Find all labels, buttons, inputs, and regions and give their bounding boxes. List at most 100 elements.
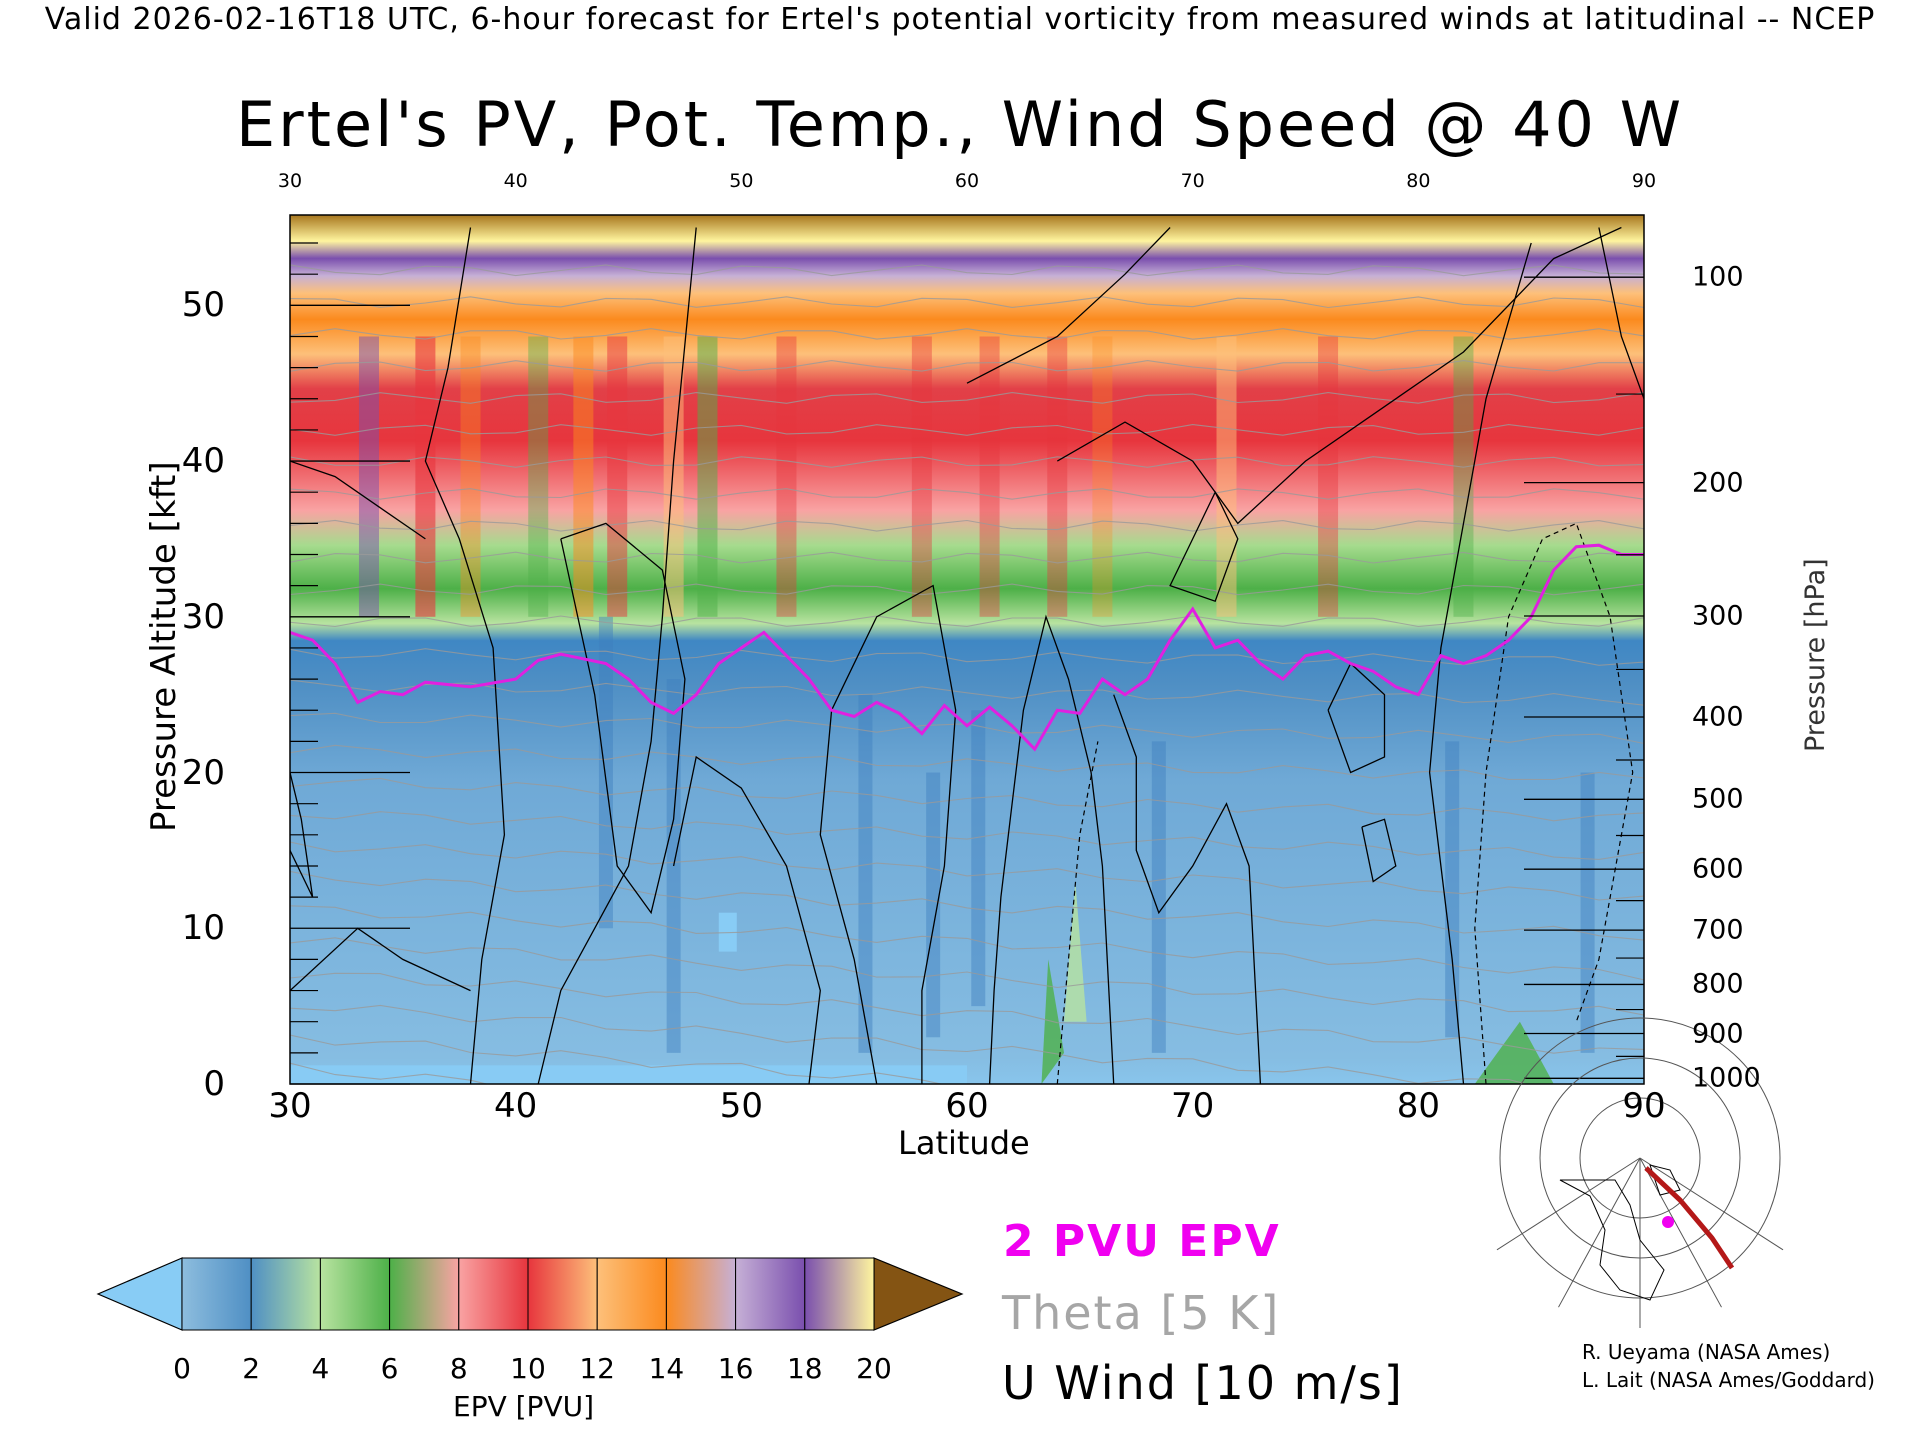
epv-streak-blue [1580, 772, 1595, 1053]
x-tick-label: 80 [1396, 1086, 1440, 1126]
wind-contour [1113, 694, 1262, 1084]
x-tick-label: 50 [719, 1086, 763, 1126]
pressure-tick-label: 1000 [1692, 1062, 1761, 1094]
theta-contour [290, 583, 1644, 596]
wind-contour [1428, 242, 1532, 1084]
wind-contour [966, 227, 1171, 384]
theta-contour [290, 870, 1644, 941]
wind-contour [672, 755, 821, 1084]
epv-streak [1318, 336, 1339, 617]
colorbar-segment [458, 1257, 529, 1331]
epv-streak [1453, 336, 1474, 617]
wind-contour [819, 584, 957, 1084]
colorbar-segment [804, 1257, 875, 1331]
epv-streak [358, 336, 379, 617]
map-meridian [1639, 1157, 1722, 1308]
colorbar-segment [319, 1257, 391, 1331]
wind-contour-negative [1056, 741, 1099, 1084]
epv-streak [1047, 336, 1068, 617]
map-meridian [1558, 1157, 1641, 1308]
y-tick-label: 10 [181, 908, 225, 949]
colorbar-tick-label: 4 [311, 1352, 330, 1385]
y-tick-label: 20 [181, 752, 225, 793]
pressure-tick-label: 100 [1692, 261, 1744, 293]
colorbar-tick-label: 6 [380, 1352, 399, 1385]
colorbar-over-arrow [873, 1257, 964, 1331]
y-axis-label-left: Pressure Altitude [kft] [144, 461, 184, 832]
theta-contour [290, 841, 1644, 901]
top-tick-label: 30 [277, 170, 303, 192]
theta-contour [290, 264, 1644, 277]
colorbar-segment [735, 1257, 806, 1331]
theta-contour [290, 905, 1644, 981]
wind-contours [290, 226, 1644, 1084]
epv-streak-blue [1151, 741, 1166, 1053]
epv-streak-blue [971, 710, 986, 1007]
theta-contour [290, 615, 1644, 628]
wind-contour [1361, 818, 1397, 883]
theta-contour [290, 777, 1644, 822]
y-axis-label-right: Pressure [hPa] [1800, 558, 1831, 752]
wind-contour [988, 614, 1115, 1084]
credits: R. Ueyama (NASA Ames) L. Lait (NASA Ames… [1582, 1340, 1875, 1392]
epv-field [290, 215, 1644, 1084]
theta-contour [290, 648, 1644, 666]
wind-contour [290, 772, 314, 898]
epv-streak [697, 336, 718, 617]
colorbar-tick-label: 8 [449, 1352, 468, 1385]
y-tick-label: 40 [181, 441, 225, 482]
epv-streak [460, 336, 481, 617]
colorbar-tick-label: 18 [786, 1352, 823, 1385]
epv-streak [1092, 336, 1113, 617]
pressure-tick-label: 400 [1692, 701, 1744, 733]
top-tick-label: 70 [1180, 170, 1205, 192]
theta-contours [290, 264, 1644, 1084]
epv-low-feature [1064, 881, 1087, 1022]
theta-contour [290, 811, 1644, 860]
map-cross-section-track [1644, 1166, 1735, 1270]
legend-2pvu: 2 PVU EPV [1003, 1216, 1281, 1267]
theta-contour [290, 456, 1644, 468]
epv-streak [528, 336, 549, 617]
epv-streak-blue [1445, 741, 1460, 1038]
top-tick-label: 50 [729, 170, 754, 192]
epv-colorbar [96, 1257, 964, 1331]
colorbar-segment [181, 1257, 252, 1331]
map-meridian [1496, 1157, 1641, 1251]
wind-contour-negative [1474, 522, 1634, 1084]
top-tick-label: 80 [1406, 170, 1431, 192]
theta-contour [290, 551, 1644, 564]
top-tick-label: 40 [503, 170, 528, 192]
colorbar-tick-label: 20 [856, 1352, 892, 1385]
wind-contour [424, 227, 506, 1084]
colorbar-under-arrow [96, 1257, 183, 1331]
map-meridian [1639, 1157, 1784, 1251]
wind-contour [290, 927, 471, 992]
wind-contour [1327, 662, 1386, 774]
epv-streak [415, 336, 436, 617]
colorbar-label: EPV [PVU] [453, 1390, 595, 1423]
x-axis-label: Latitude [898, 1124, 1030, 1162]
epv-streak-blue [598, 616, 613, 929]
theta-contour [290, 519, 1644, 532]
pressure-tick-label: 800 [1692, 968, 1744, 1000]
map-coastline [1649, 1164, 1681, 1196]
theta-contour [290, 744, 1644, 781]
y-tick-label: 50 [181, 285, 225, 326]
x-tick-label: 60 [945, 1086, 989, 1126]
x-tick-label: 30 [268, 1086, 312, 1126]
epv-streak-blue [926, 772, 941, 1038]
pressure-tick-label: 700 [1692, 914, 1744, 946]
colorbar-tick-label: 0 [173, 1352, 191, 1385]
chart-title: Ertel's PV, Pot. Temp., Wind Speed @ 40 … [235, 88, 1684, 161]
plot-frame [289, 214, 1645, 1085]
theta-contour [290, 296, 1644, 309]
wind-contour [560, 522, 686, 915]
legend-theta: Theta [5 K] [1002, 1286, 1281, 1340]
pressure-tick-label: 300 [1692, 600, 1744, 632]
wind-contour [1169, 490, 1239, 603]
theta-contour [290, 1034, 944, 1084]
wind-contour [290, 460, 426, 540]
map-marker [1662, 1216, 1674, 1228]
